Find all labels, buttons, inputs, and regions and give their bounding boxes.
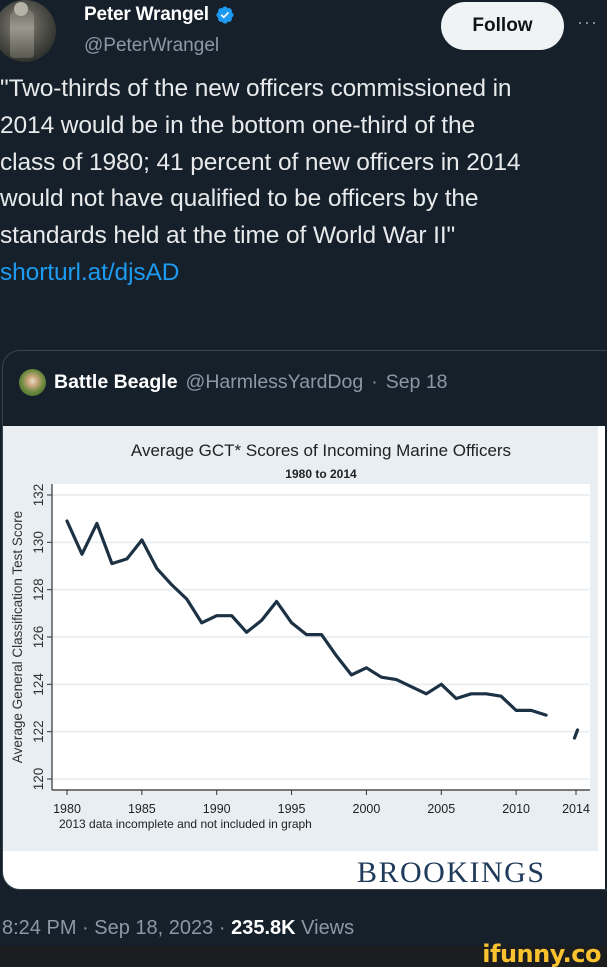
author-name-row: Peter Wrangel [84, 4, 235, 26]
y-axis-label: Average General Classification Test Scor… [10, 511, 25, 763]
quoted-author-avatar [19, 369, 46, 396]
separator-dot: · [371, 371, 378, 393]
views-label: Views [301, 917, 355, 939]
tweet-text-line: would not have qualified to be officers … [0, 185, 479, 213]
tweet-text: "Two-thirds of the new officers commissi… [0, 71, 607, 292]
svg-text:126: 126 [31, 626, 46, 649]
tweet-meta: 8:24 PM · Sep 18, 2023 · 235.8K Views [2, 917, 354, 940]
chart-title: Average GCT* Scores of Incoming Marine O… [131, 441, 511, 460]
x-axis-ticks: 1980 1985 1990 1995 2000 2005 2010 2014 [53, 790, 590, 816]
svg-text:2014: 2014 [562, 802, 590, 816]
svg-text:124: 124 [31, 673, 46, 696]
quoted-author-handle: @HarmlessYardDog [185, 371, 364, 393]
quoted-tweet-card[interactable]: Battle Beagle @HarmlessYardDog · Sep 18 … [2, 350, 607, 890]
tweet-text-line: class of 1980; 41 percent of new officer… [0, 148, 521, 176]
author-handle[interactable]: @PeterWrangel [84, 35, 220, 56]
tweet-date[interactable]: Sep 18, 2023 [94, 917, 214, 939]
ifunny-watermark: ifunny.co [482, 940, 601, 967]
svg-text:1995: 1995 [278, 802, 306, 816]
svg-text:1990: 1990 [203, 802, 231, 816]
quoted-tweet-header: Battle Beagle @HarmlessYardDog · Sep 18 [19, 369, 448, 396]
quoted-tweet-media[interactable]: 120 122 124 126 128 130 132 1980 1985 1990 1995 20… [3, 426, 605, 889]
svg-text:1980: 1980 [53, 802, 81, 816]
avatar-head [14, 2, 28, 16]
svg-text:128: 128 [31, 578, 46, 601]
follow-button[interactable]: Follow [441, 2, 564, 50]
svg-text:130: 130 [31, 531, 46, 554]
separator-dot: · [218, 917, 226, 939]
tweet-link[interactable]: shorturl.at/djsAD [0, 258, 180, 286]
views-count: 235.8K [231, 917, 296, 939]
verified-badge-icon [216, 6, 234, 24]
chart-panel: 120 122 124 126 128 130 132 1980 1985 1990 1995 20… [3, 426, 598, 851]
quoted-author-name: Battle Beagle [54, 371, 178, 393]
svg-text:2010: 2010 [502, 802, 530, 816]
watermark-bar [0, 946, 607, 967]
avatar-figure [10, 8, 34, 58]
chart-subtitle: 1980 to 2014 [285, 467, 357, 481]
author-display-name[interactable]: Peter Wrangel [84, 4, 209, 25]
svg-text:132: 132 [31, 484, 46, 507]
svg-text:1985: 1985 [128, 802, 156, 816]
chart-note: 2013 data incomplete and not included in… [59, 817, 312, 831]
separator-dot: · [82, 917, 89, 939]
tweet-text-line: standards held at the time of World War … [0, 222, 456, 250]
author-avatar[interactable] [0, 0, 56, 62]
svg-text:2000: 2000 [353, 802, 381, 816]
tweet-text-line: "Two-thirds of the new officers commissi… [0, 75, 512, 102]
svg-text:120: 120 [31, 768, 46, 791]
svg-text:2005: 2005 [427, 802, 455, 816]
tweet-time[interactable]: 8:24 PM [2, 917, 77, 939]
y-axis-ticks: 120 122 124 126 128 130 132 [31, 484, 52, 791]
more-options-icon[interactable]: ··· [577, 12, 598, 32]
tweet-header: Peter Wrangel @PeterWrangel Follow ··· [0, 0, 607, 68]
quoted-tweet-date: Sep 18 [385, 371, 448, 393]
tweet-text-line: 2014 would be in the bottom one-third of… [0, 111, 476, 139]
data-point-2014 [572, 728, 580, 740]
svg-text:122: 122 [31, 720, 46, 743]
brookings-logo: BROOKINGS [357, 856, 546, 889]
data-line [65, 519, 548, 717]
